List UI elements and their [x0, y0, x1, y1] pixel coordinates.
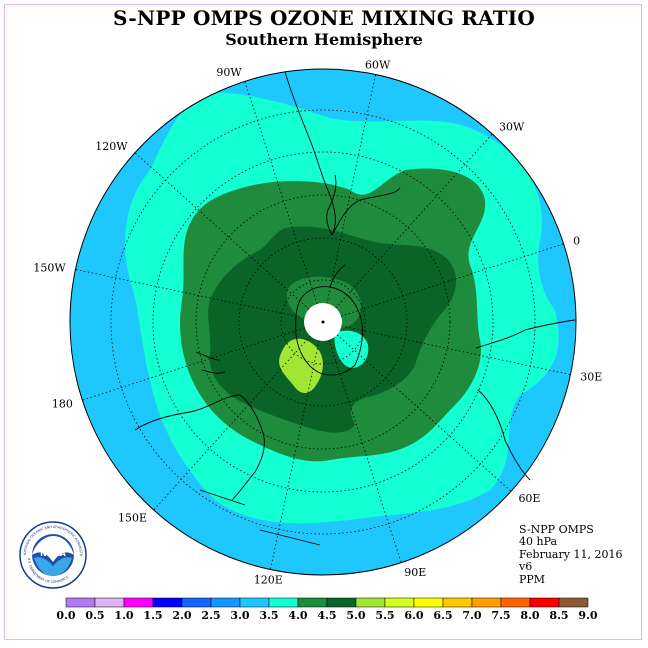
- colorbar-swatch: [355, 597, 386, 608]
- map-subtitle: Southern Hemisphere: [225, 30, 423, 49]
- meridian-line: [153, 335, 311, 511]
- colorbar-boxes: [65, 597, 589, 608]
- longitude-label: 150E: [118, 511, 147, 524]
- globe-outline: [69, 68, 577, 576]
- antarctic-peninsula: [329, 264, 346, 288]
- meridian-line: [340, 243, 564, 317]
- meridian-line: [341, 325, 571, 375]
- meridian-line: [75, 269, 305, 319]
- info-level: 40 hPa: [519, 535, 558, 549]
- latitude-circle-3: [195, 194, 451, 450]
- colorbar-label: 9.0: [578, 609, 597, 622]
- colorbar-label: 1.0: [114, 609, 133, 622]
- colorbar-label: 0.5: [85, 609, 104, 622]
- colorbar-label: 4.5: [317, 609, 336, 622]
- colorbar: 0.0 0.5 1.0 1.5 2.0 2.5 3.0 3.5 4.0 4.5 5.0 5.5 6.0 6…: [56, 597, 598, 622]
- longitude-label: 60W: [365, 59, 391, 72]
- australia-coast: [134, 394, 265, 501]
- info-units: PPM: [519, 572, 546, 586]
- latitude-circle-2: [238, 237, 408, 407]
- meridian-line: [134, 152, 310, 310]
- meridian-line: [328, 339, 402, 563]
- colorbar-swatch: [500, 597, 531, 608]
- colorbar-swatch: [442, 597, 473, 608]
- longitude-label: 90E: [404, 566, 426, 579]
- colorbar-label: 8.0: [520, 609, 539, 622]
- colorbar-swatch: [384, 597, 415, 608]
- colorbar-swatch: [239, 597, 270, 608]
- noaa-logo: NOAA NATIONAL OCEANIC AND ATMOSPHERIC AD…: [18, 520, 87, 589]
- longitude-label: 0: [573, 235, 580, 248]
- colorbar-labels: 0.0 0.5 1.0 1.5 2.0 2.5 3.0 3.5 4.0 4.5 5.0 5.5 6.0 6…: [56, 609, 597, 622]
- info-instrument: S-NPP OMPS: [519, 523, 594, 536]
- south-america-coast: [284, 71, 401, 236]
- polar-map: 90W 60W 30W 0 30E 60E 90E 120E 150E 180 150W 120W: [33, 59, 602, 587]
- longitude-label: 180: [52, 397, 73, 410]
- colorbar-swatch: [268, 597, 299, 608]
- longitude-label: 30W: [499, 121, 525, 134]
- info-date: February 11, 2016: [519, 547, 623, 561]
- pole-dot: [321, 320, 325, 324]
- colorbar-swatch: [471, 597, 502, 608]
- meridians: [75, 74, 571, 570]
- meridian-line: [82, 327, 306, 401]
- latitude-circle-5: [110, 109, 536, 535]
- latitude-circle-1: [280, 279, 366, 365]
- longitude-label: 120E: [254, 573, 283, 586]
- south-america-coast-2: [326, 174, 337, 236]
- longitude-label: 30E: [580, 371, 602, 384]
- longitude-label: 90W: [216, 66, 242, 79]
- colorbar-swatch: [529, 597, 560, 608]
- graticule: [75, 74, 571, 570]
- colorbar-swatch: [326, 597, 357, 608]
- meridian-line: [326, 74, 376, 304]
- meridian-line: [244, 81, 318, 305]
- meridian-line: [335, 133, 493, 309]
- colorbar-label: 2.5: [201, 609, 220, 622]
- colorbar-swatch: [123, 597, 154, 608]
- colorbar-swatch: [65, 597, 96, 608]
- region-5-to-5-5: [279, 338, 323, 394]
- colorbar-swatch: [413, 597, 444, 608]
- colorbar-label: 2.0: [172, 609, 191, 622]
- map-title: S-NPP OMPS OZONE MIXING RATIO: [113, 6, 535, 30]
- logo-text: NOAA: [40, 549, 66, 558]
- colorbar-swatch: [152, 597, 183, 608]
- colorbar-swatch: [94, 597, 125, 608]
- latitude-circle-4: [152, 151, 494, 493]
- longitude-label: 150W: [33, 261, 66, 274]
- colorbar-label: 7.5: [491, 609, 510, 622]
- longitude-labels: 90W 60W 30W 0 30E 60E 90E 120E 150E 180 150W 120W: [33, 59, 602, 587]
- longitude-label: 120W: [95, 140, 128, 153]
- meridian-line: [270, 340, 320, 570]
- colorbar-label: 6.0: [404, 609, 423, 622]
- page-frame: [4, 4, 642, 640]
- colorbar-label: 7.0: [462, 609, 481, 622]
- colorbar-swatch: [558, 597, 589, 608]
- colorbar-label: 5.0: [346, 609, 365, 622]
- info-panel: S-NPP OMPS 40 hPa February 11, 2016 v6 P…: [519, 523, 623, 586]
- colorbar-label: 5.5: [375, 609, 394, 622]
- longitude-label: 60E: [518, 492, 540, 505]
- colorbar-label: 6.5: [433, 609, 452, 622]
- new-zealand: [195, 351, 226, 374]
- colorbar-label: 8.5: [549, 609, 568, 622]
- colorbar-label: 0.0: [56, 609, 75, 622]
- colorbar-label: 1.5: [143, 609, 162, 622]
- meridian-line: [336, 334, 512, 492]
- colorbar-label: 3.5: [259, 609, 278, 622]
- colorbar-swatch: [210, 597, 241, 608]
- colorbar-label: 4.0: [288, 609, 307, 622]
- ozone-field: [70, 69, 576, 575]
- colorbar-swatch: [181, 597, 212, 608]
- colorbar-label: 3.0: [230, 609, 249, 622]
- info-version: v6: [519, 560, 533, 574]
- indonesia-islands: [199, 489, 321, 546]
- colorbar-swatch: [297, 597, 328, 608]
